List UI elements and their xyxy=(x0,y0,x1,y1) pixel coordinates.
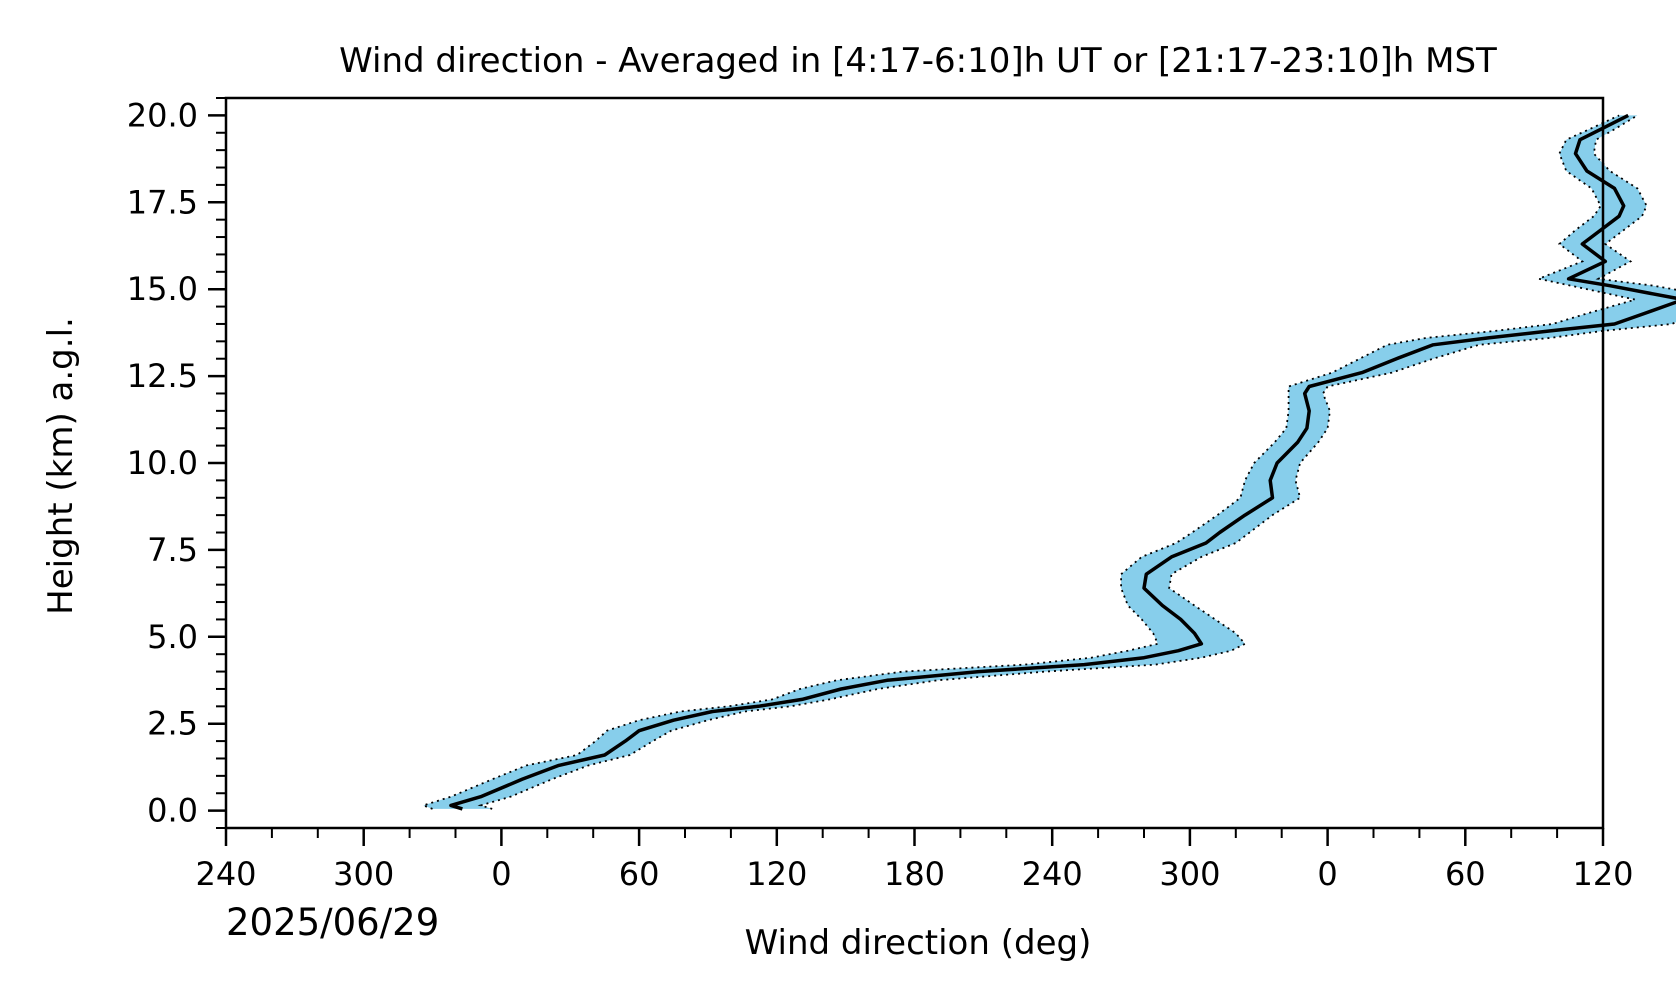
y-tick-label: 10.0 xyxy=(127,444,198,482)
y-tick-label: 12.5 xyxy=(127,357,198,395)
x-tick-label: 240 xyxy=(1022,855,1083,893)
x-axis-label: Wind direction (deg) xyxy=(745,923,1092,963)
x-tick-label: 0 xyxy=(491,855,511,893)
y-tick-label: 5.0 xyxy=(147,618,198,656)
y-axis: 0.0 2.5 5.0 7.5 10.0 12.5 15.0 17.5 20.0 xyxy=(127,96,226,830)
y-tick-label: 17.5 xyxy=(127,183,198,221)
mean-line-layer xyxy=(449,113,1676,811)
y-tick-label: 7.5 xyxy=(147,531,198,569)
y-tick-label: 15.0 xyxy=(127,270,198,308)
x-tick-label: 300 xyxy=(333,855,394,893)
x-tick-label: 60 xyxy=(619,855,660,893)
x-tick-label: 120 xyxy=(1572,855,1633,893)
x-tick-label: 300 xyxy=(1159,855,1220,893)
mean-wind-direction-line xyxy=(449,113,1676,811)
x-axis: 240 300 0 60 120 180 240 300 0 60 120 xyxy=(195,828,1634,893)
chart-title: Wind direction - Averaged in [4:17-6:10]… xyxy=(339,41,1497,81)
date-label: 2025/06/29 xyxy=(226,901,439,944)
y-tick-label: 2.5 xyxy=(147,705,198,743)
x-tick-label: 0 xyxy=(1317,855,1337,893)
y-axis-label: Height (km) a.g.l. xyxy=(41,317,81,615)
x-tick-label: 60 xyxy=(1445,855,1486,893)
x-tick-label: 120 xyxy=(746,855,807,893)
y-tick-label: 20.0 xyxy=(127,96,198,134)
uncertainty-band xyxy=(423,115,1676,809)
x-tick-label: 240 xyxy=(195,855,256,893)
uncertainty-band-layer xyxy=(420,114,1676,810)
x-tick-label: 180 xyxy=(884,855,945,893)
y-tick-label: 0.0 xyxy=(147,792,198,830)
